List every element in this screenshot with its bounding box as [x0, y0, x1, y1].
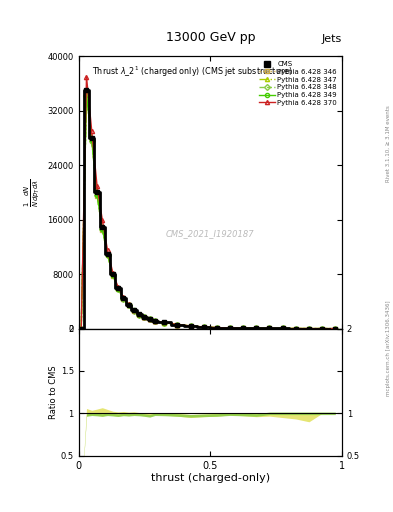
Text: Rivet 3.1.10, ≥ 3.1M events: Rivet 3.1.10, ≥ 3.1M events: [386, 105, 391, 182]
Text: CMS_2021_I1920187: CMS_2021_I1920187: [166, 229, 255, 238]
Text: 13000 GeV pp: 13000 GeV pp: [165, 31, 255, 44]
Y-axis label: $\frac{1}{N}\frac{dN}{dp_T d\lambda}$: $\frac{1}{N}\frac{dN}{dp_T d\lambda}$: [22, 178, 42, 207]
Legend: CMS, Pythia 6.428 346, Pythia 6.428 347, Pythia 6.428 348, Pythia 6.428 349, Pyt: CMS, Pythia 6.428 346, Pythia 6.428 347,…: [258, 60, 338, 107]
Text: Thrust $\lambda\_2^1$ (charged only) (CMS jet substructure): Thrust $\lambda\_2^1$ (charged only) (CM…: [92, 65, 292, 79]
Y-axis label: Ratio to CMS: Ratio to CMS: [49, 366, 58, 419]
X-axis label: thrust (charged-only): thrust (charged-only): [151, 473, 270, 483]
Text: Jets: Jets: [321, 33, 342, 44]
Text: mcplots.cern.ch [arXiv:1306.3436]: mcplots.cern.ch [arXiv:1306.3436]: [386, 301, 391, 396]
